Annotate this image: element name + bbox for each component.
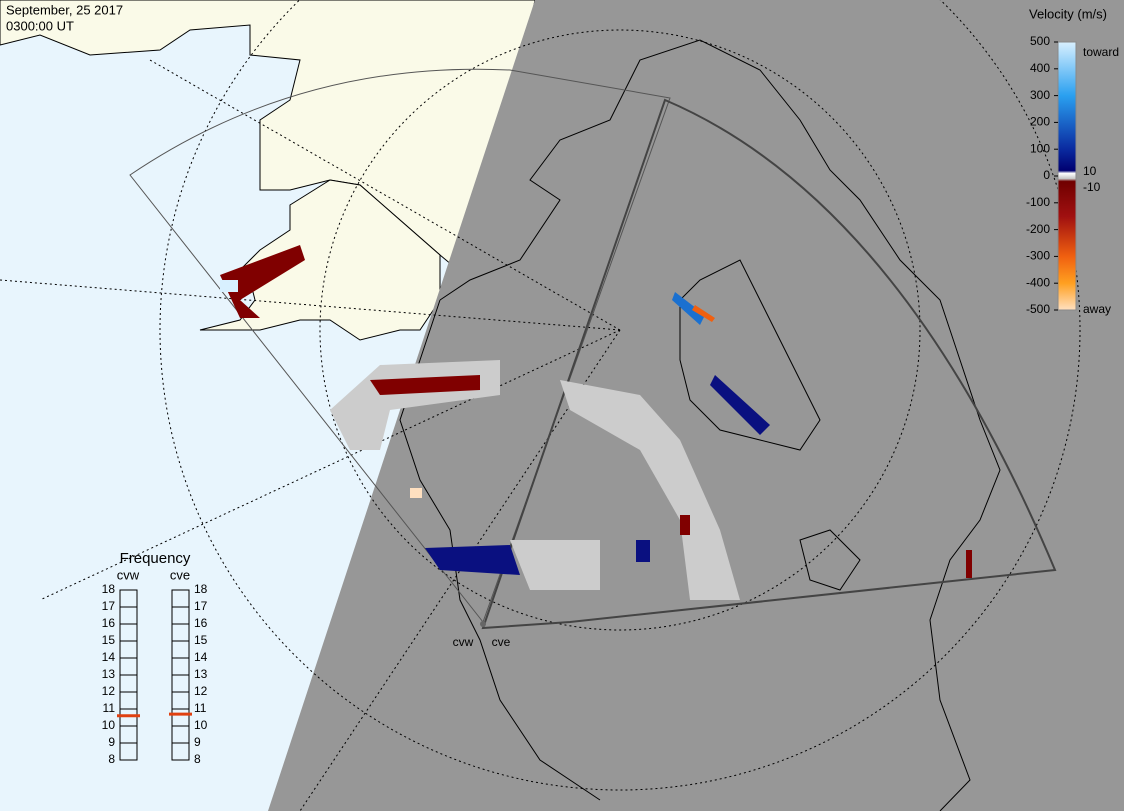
frequency-tick-label: 16 [102, 616, 116, 630]
colorbar-tick-label: 400 [1030, 61, 1050, 75]
frequency-tick-label: 9 [108, 735, 115, 749]
colorbar-toward: toward [1083, 45, 1119, 59]
radar-label: cve [492, 635, 511, 649]
frequency-tick-label: 15 [194, 633, 208, 647]
frequency-tick-label: 11 [194, 701, 207, 715]
colorbar-tick-label: -400 [1026, 275, 1050, 289]
colorbar-tick-label: -300 [1026, 249, 1050, 263]
frequency-title: Frequency [120, 550, 191, 567]
frequency-tick-label: 13 [102, 667, 116, 681]
frequency-tick-label: 14 [102, 650, 116, 664]
frequency-tick-label: 12 [194, 684, 208, 698]
colorbar-tick-label: 500 [1030, 34, 1050, 48]
colorbar-tick-label: 300 [1030, 88, 1050, 102]
colorbar-inner-label: -10 [1083, 180, 1101, 194]
colorbar-tick-label: -200 [1026, 222, 1050, 236]
radar-label: cvw [453, 635, 474, 649]
geo-grid [0, 0, 1081, 811]
frequency-tick-label: 13 [194, 667, 208, 681]
frequency-tick-label: 8 [194, 752, 201, 766]
frequency-tick-label: 9 [194, 735, 201, 749]
cvw-field-of-view [129, 68, 671, 624]
frequency-tick-label: 18 [102, 582, 116, 596]
frequency-tick-label: 12 [102, 684, 116, 698]
frequency-tick-label: 18 [194, 582, 208, 596]
colorbar-away: away [1083, 302, 1111, 316]
colorbar-tick-label: -500 [1026, 302, 1050, 316]
colorbar-tick-label: -100 [1026, 195, 1050, 209]
frequency-tick-label: 14 [194, 650, 208, 664]
colorbar-tick-label: 0 [1043, 168, 1050, 182]
cve-field-of-view [481, 98, 1057, 630]
frequency-tick-label: 10 [102, 718, 116, 732]
colorbar-inner-label: 10 [1083, 164, 1097, 178]
colorbar-title: Velocity (m/s) [1029, 6, 1107, 21]
date: September, 25 2017 [6, 2, 123, 17]
frequency-tick-label: 11 [103, 701, 116, 715]
colorbar [1057, 41, 1077, 311]
radar-site [480, 621, 486, 627]
colorbar-tick-label: 100 [1030, 141, 1050, 155]
frequency-tick-label: 8 [108, 752, 115, 766]
radar-name: cvw [117, 567, 140, 582]
frequency-tick-label: 10 [194, 718, 208, 732]
colorbar-tick-label: 200 [1030, 115, 1050, 129]
frequency-tick-label: 15 [102, 633, 116, 647]
frequency-tick-label: 17 [194, 599, 208, 613]
radar-name: cve [170, 567, 190, 582]
time: 0300:00 UT [6, 18, 74, 33]
scatter-cells [220, 245, 972, 600]
frequency-tick-label: 16 [194, 616, 208, 630]
frequency-tick-label: 17 [102, 599, 116, 613]
